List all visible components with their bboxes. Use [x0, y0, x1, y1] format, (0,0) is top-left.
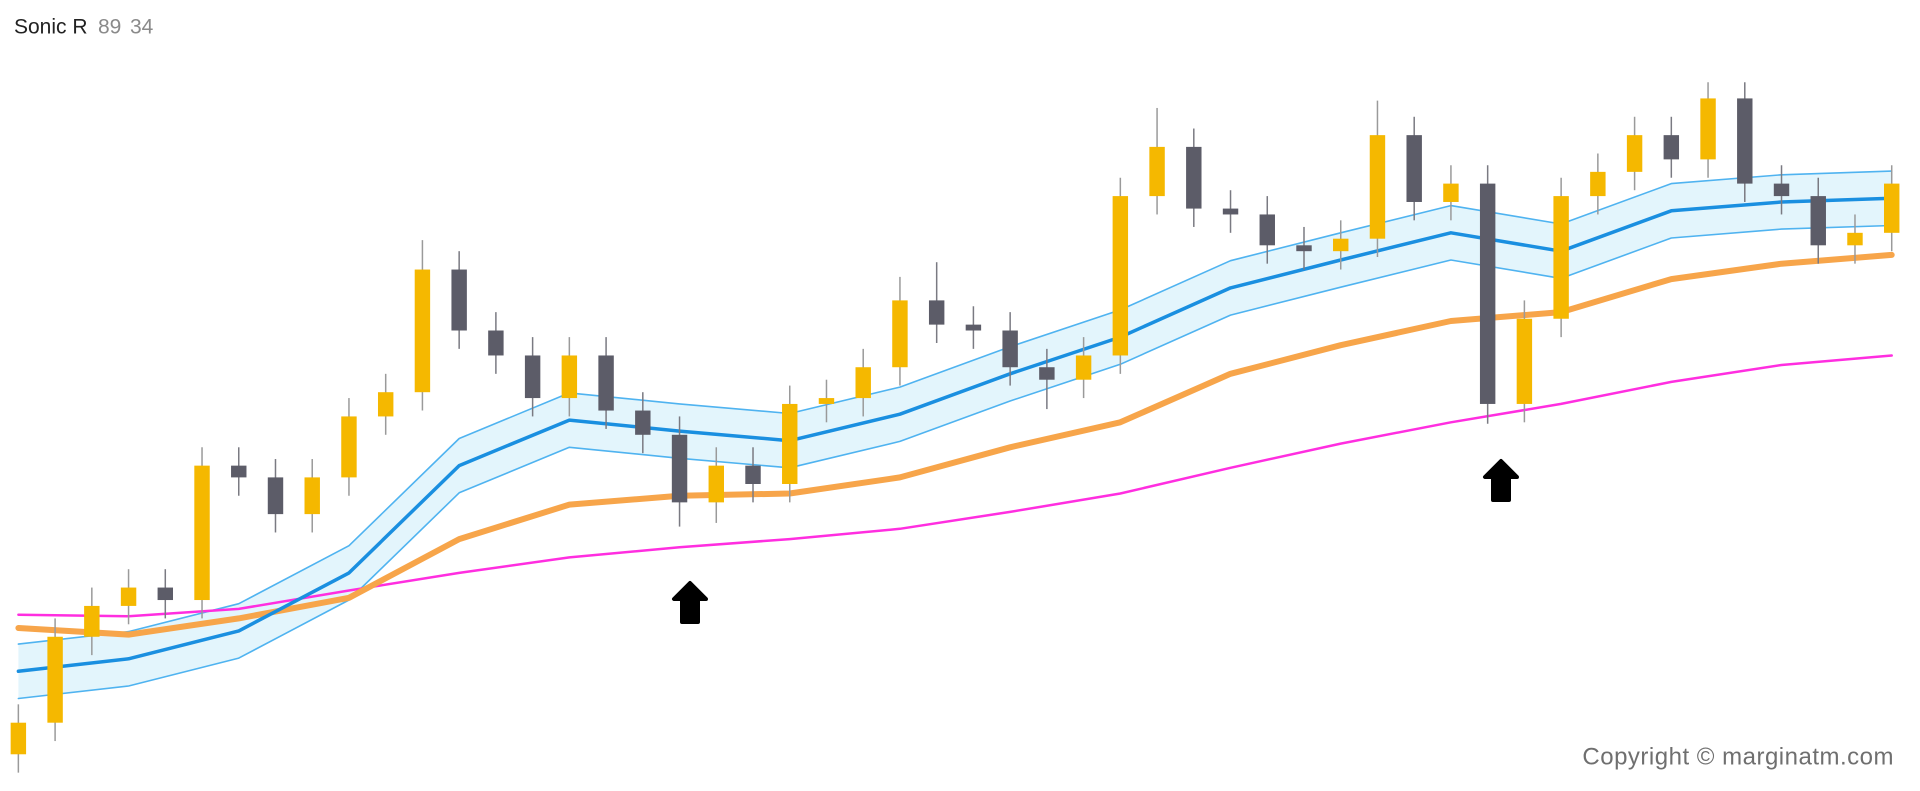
candle-body	[1700, 98, 1716, 160]
candle-body	[635, 410, 651, 435]
candle-body	[377, 392, 394, 417]
candle-body	[524, 355, 541, 399]
candle-body	[598, 355, 614, 411]
candle-body	[965, 324, 982, 331]
indicator-parameter: 34	[130, 16, 154, 39]
candle-body	[1369, 135, 1386, 239]
candle-body	[84, 605, 100, 637]
candle-body	[1186, 146, 1202, 209]
candle-body	[1516, 318, 1533, 404]
candle-body	[671, 434, 688, 503]
line	[15, 251, 1895, 638]
signal-arrow	[1483, 459, 1519, 502]
candle-body	[341, 416, 357, 478]
candle-body	[1479, 183, 1496, 404]
candle-body	[47, 636, 63, 723]
band-fill	[18, 171, 1892, 699]
candle-body	[1333, 238, 1349, 252]
candle-layer	[10, 82, 1900, 773]
candle-body	[1553, 196, 1569, 319]
candle-body	[231, 465, 247, 478]
candle-body	[194, 465, 210, 601]
candle-body	[1773, 183, 1790, 197]
candle-body	[928, 300, 945, 325]
candle-body	[1626, 135, 1643, 172]
candle-body	[451, 269, 467, 331]
candle-body	[1149, 146, 1165, 197]
candle-body	[855, 367, 871, 399]
line-layer	[15, 196, 1895, 674]
candle-body	[1737, 98, 1753, 184]
candle-body	[561, 355, 578, 399]
candle-body	[1406, 135, 1422, 202]
signal-arrow	[672, 581, 708, 624]
line	[17, 224, 1893, 700]
watermark: Copyright © marginatm.com	[1582, 743, 1894, 770]
candle-body	[304, 477, 320, 515]
line	[17, 170, 1893, 645]
candle-body	[1075, 355, 1092, 380]
candle-body	[10, 722, 27, 755]
candle-body	[745, 465, 761, 485]
candle-body	[1590, 171, 1606, 197]
candle-body	[1810, 196, 1826, 246]
line	[17, 354, 1893, 618]
candle-body	[1222, 208, 1239, 215]
candle-body	[157, 587, 174, 601]
candle-body	[1847, 232, 1863, 246]
candle-body	[1112, 196, 1129, 356]
indicator-parameter: 89	[98, 16, 121, 39]
candle-body	[818, 398, 835, 404]
candle-body	[1884, 183, 1900, 233]
band-layer	[17, 170, 1893, 700]
candle-body	[120, 587, 137, 606]
indicator-name: Sonic R	[14, 16, 88, 39]
candle-body	[1663, 135, 1680, 160]
candle-body	[782, 403, 798, 485]
candle-body	[414, 269, 431, 393]
line	[16, 196, 1894, 674]
candle-body	[1039, 367, 1055, 380]
candle-body	[267, 477, 284, 515]
candle-body	[1443, 183, 1459, 202]
candle-body	[892, 300, 908, 368]
candle-body	[1002, 330, 1018, 368]
candle-body	[488, 330, 504, 356]
candle-body	[708, 465, 724, 503]
candle-body	[1296, 245, 1312, 252]
candle-body	[1259, 214, 1275, 246]
